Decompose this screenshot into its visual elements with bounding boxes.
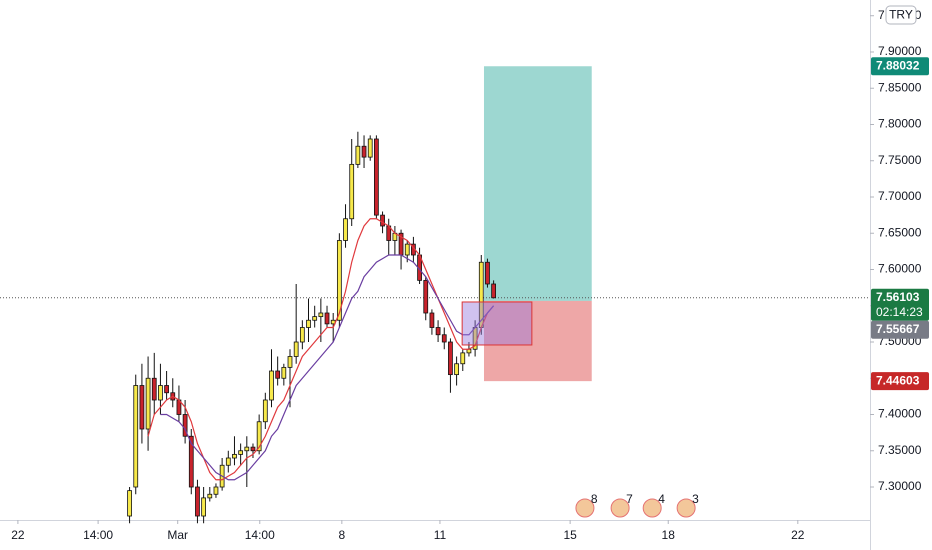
event-label: 8 [591, 492, 598, 506]
candle-body [293, 341, 299, 357]
last-price-label: 7.56103 [876, 290, 920, 304]
last-price-bg [871, 288, 929, 321]
y-tick-label: 7.80000 [878, 117, 922, 131]
candle-body [374, 138, 379, 216]
x-tick-label: 22 [11, 528, 25, 542]
x-tick-label: 8 [338, 528, 345, 542]
candle-body [299, 327, 305, 343]
candle-body [281, 366, 287, 379]
candle-body [336, 240, 342, 321]
candle-body [127, 490, 132, 517]
candle-body [269, 370, 274, 401]
candle-body [367, 138, 373, 158]
candle-body [213, 486, 219, 495]
stop-price-label: 7.44603 [876, 373, 920, 387]
candle-body [448, 341, 453, 376]
candle-body [423, 279, 429, 314]
event-icon [575, 498, 595, 518]
candle-body [318, 312, 324, 318]
target-price-label-bg [871, 57, 929, 76]
candle-body [188, 435, 194, 488]
countdown: 02:14:23 [876, 305, 923, 319]
candle-body [491, 283, 496, 299]
candle-body [306, 319, 311, 328]
candle-body [262, 399, 268, 423]
candle-body [441, 334, 447, 343]
candle-body [380, 214, 385, 227]
target-zone [483, 66, 592, 301]
y-tick-label: 7.65000 [878, 225, 922, 239]
candle-body [164, 385, 169, 394]
candle-body [232, 453, 237, 459]
candle-body [355, 145, 361, 165]
candle-body [145, 377, 151, 430]
candle-body [158, 385, 163, 401]
candle-body [225, 457, 231, 466]
x-tick-label: 22 [791, 528, 805, 542]
y-tick-label: 7.85000 [878, 80, 922, 94]
event-icon [642, 498, 662, 518]
candle-body [238, 450, 244, 455]
candle-body [312, 316, 318, 321]
candle-body [287, 356, 293, 368]
candle-body [361, 145, 367, 158]
x-tick-label: 15 [563, 528, 577, 542]
candle-body [429, 312, 435, 328]
candle-body [404, 243, 410, 256]
candle-body [244, 446, 250, 452]
candle-body [182, 414, 188, 437]
y-tick-label: 7.60000 [878, 262, 922, 276]
x-tick-label: Mar [167, 528, 188, 542]
candle-body [250, 446, 256, 452]
y-tick-label: 7.70000 [878, 189, 922, 203]
stop-zone [483, 300, 592, 382]
candle-body [460, 352, 466, 365]
candle-body [275, 370, 281, 379]
currency-label: TRY [889, 8, 913, 22]
entry-price-label: 7.55667 [876, 322, 920, 336]
candle-body [454, 363, 459, 376]
y-tick-label: 7.35000 [878, 443, 922, 457]
stop-price-label-bg [871, 372, 929, 391]
candle-body [139, 385, 145, 430]
x-tick-label: 11 [434, 528, 447, 542]
y-tick-label: 7.30000 [878, 479, 922, 493]
candle-body [324, 312, 330, 325]
candle-body [256, 421, 262, 452]
candle-body [133, 385, 139, 488]
event-label: 4 [658, 492, 665, 506]
event-icon [610, 498, 630, 518]
candle-body [343, 218, 348, 241]
drawn-box [461, 301, 533, 346]
x-tick-label: 14:00 [83, 528, 113, 542]
event-label: 7 [626, 492, 633, 506]
y-tick-label: 7.90000 [878, 44, 922, 58]
x-tick-label: 14:00 [245, 528, 275, 542]
candle-body [349, 163, 355, 220]
candle-body [201, 497, 206, 517]
candle-body [195, 486, 200, 517]
candle-body [151, 377, 157, 401]
candle-body [485, 261, 490, 285]
entry-price-label-bg [871, 320, 929, 339]
target-price-label: 7.88032 [876, 58, 920, 72]
moving-average [160, 254, 495, 481]
y-tick-label: 7.75000 [878, 153, 922, 167]
candle-body [435, 327, 441, 336]
event-icon [676, 498, 696, 518]
y-tick-label: 7.40000 [878, 407, 922, 421]
candle-body [207, 493, 213, 499]
x-tick-label: 18 [662, 528, 676, 542]
event-label: 3 [692, 492, 699, 506]
currency-badge [885, 5, 917, 25]
